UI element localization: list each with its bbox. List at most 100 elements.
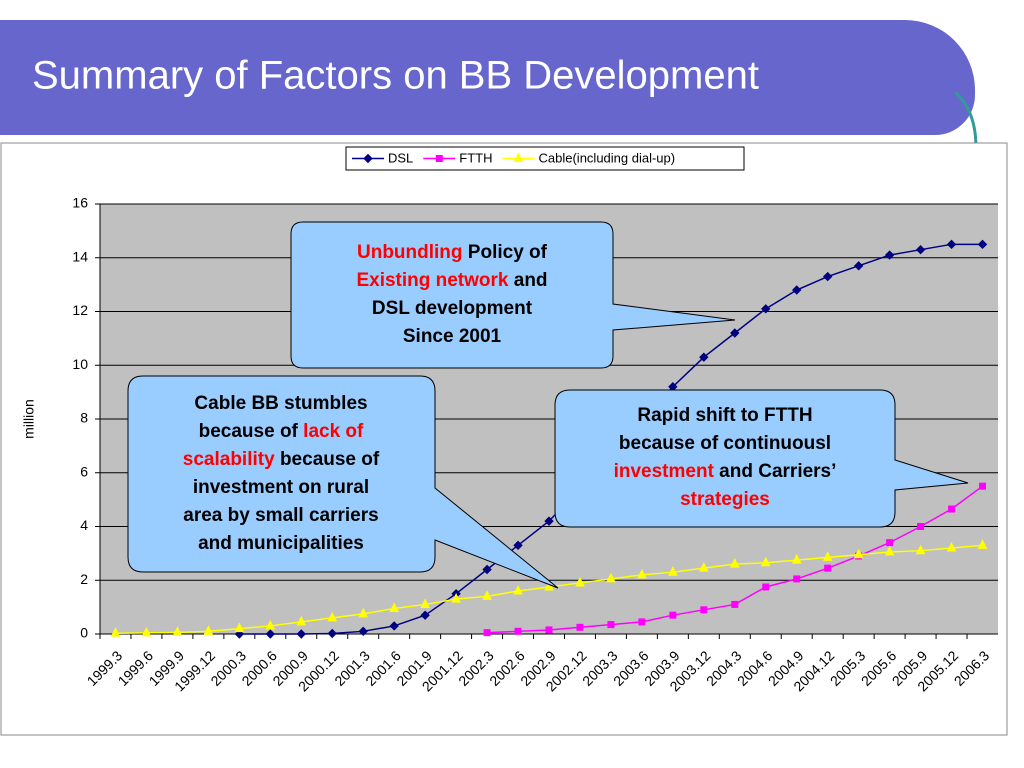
callout-text: because of: [275, 449, 380, 470]
marker: [513, 152, 524, 162]
slide-title: Summary of Factors on BB Development: [32, 54, 759, 98]
marker: [760, 556, 771, 567]
marker: [483, 629, 491, 637]
callout-text: Policy of: [463, 242, 548, 263]
callout-text: Rapid shift to FTTH: [637, 405, 812, 426]
marker: [363, 153, 373, 164]
callout-line: and municipalities: [198, 533, 364, 554]
marker: [791, 553, 802, 564]
legend-label: DSL: [388, 150, 413, 165]
marker: [544, 580, 554, 591]
marker: [729, 558, 740, 568]
marker: [172, 626, 183, 636]
marker: [420, 598, 430, 608]
marker: [327, 611, 338, 622]
marker: [265, 629, 276, 639]
marker: [482, 590, 492, 600]
marker: [358, 607, 369, 618]
y-tick-label: 12: [72, 302, 88, 318]
y-tick-label: 14: [72, 248, 88, 264]
y-tick-label: 8: [80, 410, 88, 426]
marker: [669, 611, 677, 619]
callout-text: Existing network: [356, 270, 508, 291]
y-tick-label: 6: [80, 463, 88, 479]
marker: [545, 626, 553, 634]
marker: [420, 610, 430, 620]
marker: [884, 250, 895, 260]
marker: [948, 505, 956, 513]
callout-line: Rapid shift to FTTH: [637, 405, 812, 426]
marker: [110, 627, 121, 637]
callout-bubble: [554, 389, 969, 528]
marker: [762, 583, 770, 591]
callout-text: lack of: [303, 421, 364, 442]
y-tick-label: 0: [80, 625, 88, 641]
marker: [358, 626, 368, 637]
callout-line: Unbundling Policy of: [357, 242, 548, 263]
marker: [699, 562, 709, 572]
marker: [576, 623, 584, 631]
marker: [296, 615, 307, 626]
marker: [824, 564, 832, 572]
legend-label: FTTH: [459, 150, 492, 165]
marker: [668, 566, 678, 576]
marker: [793, 575, 801, 583]
marker: [389, 621, 399, 631]
callout-line: scalability because of: [183, 449, 380, 470]
marker: [822, 551, 833, 561]
marker: [915, 544, 926, 555]
marker: [265, 619, 276, 630]
callout-text: investment: [614, 461, 715, 482]
marker: [917, 523, 925, 530]
marker: [977, 239, 988, 250]
marker: [435, 155, 443, 162]
y-tick-label: 10: [72, 356, 88, 372]
marker: [946, 541, 957, 552]
callout-line: investment on rural: [193, 477, 369, 498]
callout-text: scalability: [183, 449, 275, 470]
callout-text: Unbundling: [357, 242, 463, 263]
callout-text: DSL development: [372, 298, 533, 319]
callout-text: Since 2001: [403, 326, 502, 347]
callout-line: area by small carriers: [183, 505, 378, 526]
marker: [915, 244, 926, 255]
callout-line: DSL development: [372, 298, 533, 319]
marker: [513, 540, 523, 551]
marker: [699, 352, 709, 362]
y-tick-label: 16: [72, 195, 88, 211]
callout-bubble: [290, 221, 736, 369]
marker: [853, 548, 864, 559]
marker: [886, 539, 894, 547]
marker: [700, 606, 708, 614]
callout-line: strategies: [680, 489, 770, 510]
marker: [822, 271, 833, 282]
callout-text: area by small carriers: [183, 505, 378, 526]
y-tick-label: 4: [80, 517, 88, 533]
marker: [296, 629, 306, 639]
callout-text: investment on rural: [193, 477, 369, 498]
marker: [979, 482, 987, 490]
y-axis-label: million: [21, 399, 37, 439]
callout-text: Cable BB stumbles: [194, 393, 367, 414]
callout-line: Since 2001: [403, 326, 502, 347]
marker: [977, 539, 988, 549]
callout-line: investment and Carriers’: [614, 461, 837, 482]
marker: [638, 618, 646, 626]
marker: [513, 584, 523, 595]
marker: [884, 545, 895, 556]
marker: [792, 285, 802, 295]
callout-text: and municipalities: [198, 533, 364, 554]
callout-text: because of continuousl: [619, 433, 831, 454]
marker: [234, 622, 245, 633]
marker: [451, 592, 461, 603]
marker: [730, 328, 740, 338]
marker: [606, 572, 616, 583]
marker: [141, 626, 152, 637]
marker: [514, 627, 522, 635]
marker: [731, 600, 739, 608]
callout-line: because of continuousl: [619, 433, 831, 454]
callout-bubble: [127, 375, 559, 589]
callout-line: Existing network and: [356, 270, 547, 291]
callout-text: because of: [199, 421, 304, 442]
